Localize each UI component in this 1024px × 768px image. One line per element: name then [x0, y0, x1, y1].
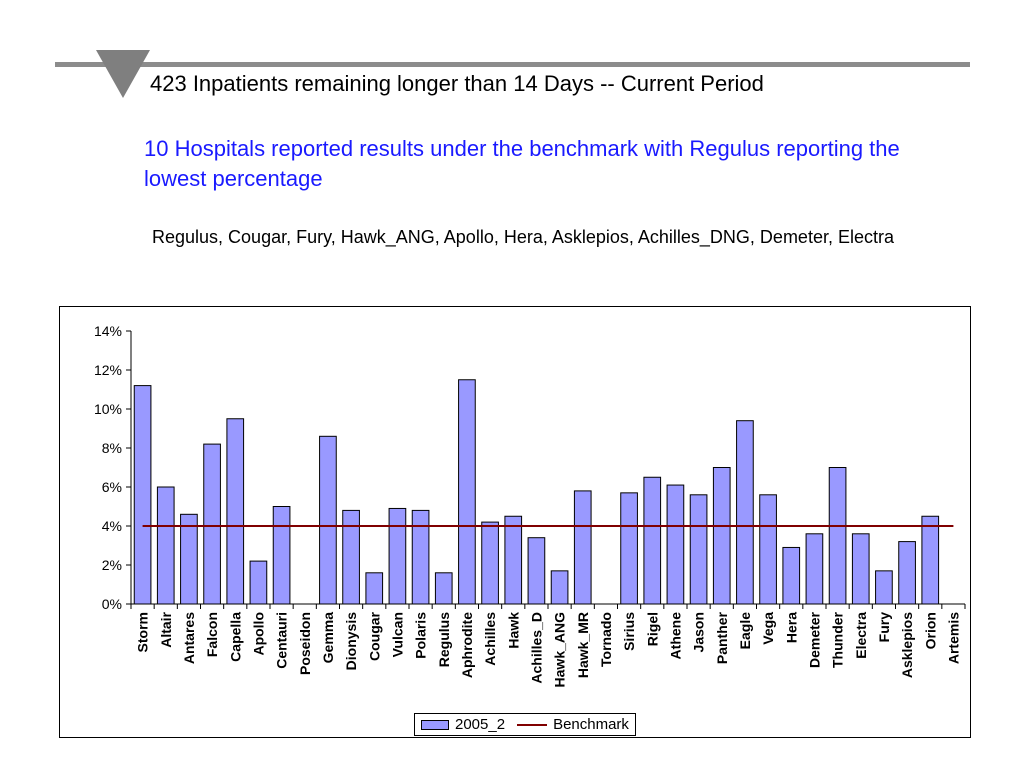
x-tick-label: Gemma: [320, 612, 336, 664]
bar-storm: [133, 385, 152, 605]
x-tick-label: Capella: [227, 612, 243, 662]
x-tick-label: Achilles_D: [528, 612, 544, 684]
bar-eagle: [736, 420, 754, 605]
x-tick-label: Panther: [714, 611, 730, 664]
x-tick-label: Cougar: [366, 611, 382, 661]
x-tick-label: Hawk_MR: [575, 612, 591, 678]
bar-polaris: [411, 509, 430, 605]
x-tick-label: Vega: [760, 612, 776, 645]
bar-achilles_d: [527, 537, 546, 605]
x-tick-label: Achilles: [482, 612, 498, 666]
x-tick-label: Dionysis: [343, 612, 359, 671]
x-tick-label: Jason: [691, 612, 707, 652]
bar-centauri: [272, 506, 291, 605]
bar-hawk_ang: [550, 570, 569, 605]
bar-dionysis: [342, 509, 360, 605]
x-tick-label: Artemis: [945, 612, 961, 664]
x-tick-label: Fury: [876, 612, 892, 643]
legend-swatch-bar: [421, 719, 449, 730]
bar-rigel: [643, 476, 662, 605]
slide-title: 423 Inpatients remaining longer than 14 …: [150, 71, 764, 96]
bar-gemma: [319, 435, 337, 605]
bar-vulcan: [388, 507, 407, 605]
bar-altair: [156, 486, 175, 605]
legend-label-series: 2005_2: [455, 716, 506, 733]
x-tick-label: Thunder: [830, 611, 846, 668]
x-tick-label: Vulcan: [389, 612, 405, 657]
bar-orion: [921, 515, 940, 605]
x-tick-label: Hawk: [505, 612, 521, 649]
legend-label-benchmark: Benchmark: [553, 716, 629, 733]
x-tick-label: Falcon: [204, 612, 220, 657]
bar-panther: [712, 467, 731, 605]
x-tick-label: Rigel: [644, 612, 660, 646]
y-tick-label: 6%: [102, 479, 122, 495]
x-tick-label: Tornado: [598, 612, 614, 667]
y-tick-label: 2%: [102, 557, 122, 573]
x-tick-label: Centauri: [274, 612, 290, 669]
x-tick-label: Asklepios: [899, 612, 915, 678]
x-tick-label: Electra: [853, 612, 869, 659]
x-tick-label: Storm: [135, 612, 151, 652]
bar-electra: [851, 533, 870, 605]
bar-hawk_mr: [573, 490, 592, 605]
x-tick-label: Regulus: [436, 612, 452, 667]
x-tick-label: Polaris: [413, 612, 429, 659]
y-tick-label: 12%: [94, 362, 122, 378]
y-tick-label: 4%: [102, 518, 122, 534]
triangle-marker-icon: [96, 50, 150, 98]
bar-sirius: [620, 492, 638, 605]
hospital-list: Regulus, Cougar, Fury, Hawk_ANG, Apollo,…: [152, 227, 894, 247]
bar-falcon: [203, 443, 221, 605]
bar-regulus: [434, 572, 453, 605]
y-tick-label: 8%: [102, 440, 122, 456]
x-tick-label: Apollo: [250, 612, 266, 656]
bar-thunder: [828, 467, 847, 605]
x-tick-label: Poseidon: [297, 612, 313, 675]
chart-legend: 2005_2 Benchmark: [414, 713, 636, 736]
x-tick-label: Hawk_ANG: [552, 612, 568, 688]
bar-hawk: [504, 515, 523, 605]
bar-achilles: [481, 521, 499, 605]
slide-subtitle: 10 Hospitals reported results under the …: [144, 136, 900, 191]
x-tick-label: Eagle: [737, 612, 753, 650]
bar-asklepios: [898, 541, 916, 605]
bar-hera: [782, 546, 801, 605]
bar-jason: [689, 494, 708, 605]
y-tick-label: 0%: [102, 596, 122, 612]
bar-fury: [875, 570, 893, 605]
x-tick-label: Sirius: [621, 612, 637, 651]
bar-athene: [666, 484, 685, 605]
x-tick-label: Demeter: [806, 611, 822, 668]
y-tick-label: 10%: [94, 401, 122, 417]
x-tick-label: Aphrodite: [459, 612, 475, 678]
x-tick-label: Hera: [783, 612, 799, 643]
bar-capella: [226, 418, 245, 605]
bar-chart: 0% 2% 4% 6% 8% 10% 12% 14% Storm Altair Antares Fal…: [94, 323, 966, 688]
bar-demeter: [805, 533, 824, 605]
bar-cougar: [365, 572, 384, 605]
chart-frame: 0% 2% 4% 6% 8% 10% 12% 14% Storm Altair Antares Fal…: [59, 306, 971, 738]
x-tick-label: Altair: [158, 611, 174, 647]
x-tick-label: Antares: [181, 612, 197, 664]
bar-antares: [180, 513, 198, 605]
bar-vega: [759, 494, 777, 605]
top-rule: [55, 62, 970, 67]
x-tick-label: Orion: [922, 612, 938, 649]
bar-apollo: [249, 560, 268, 605]
bar-aphrodite: [458, 379, 476, 605]
x-tick-label: Athene: [667, 612, 683, 660]
y-tick-label: 14%: [94, 323, 122, 339]
legend-swatch-benchmark: [517, 723, 548, 726]
